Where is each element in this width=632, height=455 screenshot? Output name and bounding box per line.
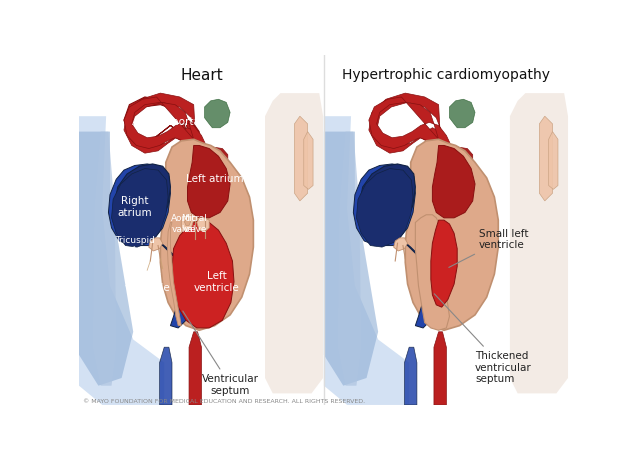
Polygon shape xyxy=(356,168,413,247)
Polygon shape xyxy=(160,347,172,405)
Polygon shape xyxy=(394,238,408,251)
Polygon shape xyxy=(369,97,452,162)
Polygon shape xyxy=(549,131,558,189)
Polygon shape xyxy=(112,168,168,247)
Polygon shape xyxy=(265,93,323,394)
Polygon shape xyxy=(431,220,457,307)
Polygon shape xyxy=(167,222,181,326)
Polygon shape xyxy=(185,218,191,226)
Text: Tricuspid
value: Tricuspid value xyxy=(115,236,155,255)
Polygon shape xyxy=(324,116,409,405)
Polygon shape xyxy=(109,164,186,328)
Text: Left atrium: Left atrium xyxy=(186,174,243,184)
Polygon shape xyxy=(510,93,568,394)
Polygon shape xyxy=(124,97,207,162)
Polygon shape xyxy=(124,93,203,162)
Text: Left
ventricle: Left ventricle xyxy=(194,271,240,293)
Polygon shape xyxy=(189,332,202,405)
Text: Aortic
valve: Aortic valve xyxy=(171,214,198,234)
Polygon shape xyxy=(338,131,361,386)
Text: Right
ventricle: Right ventricle xyxy=(125,271,170,293)
Text: Mitral
valve: Mitral valve xyxy=(181,214,207,234)
Text: Right
atrium: Right atrium xyxy=(118,196,152,218)
Polygon shape xyxy=(114,164,171,246)
Polygon shape xyxy=(79,116,164,405)
Text: © MAYO FOUNDATION FOR MEDICAL EDUCATION AND RESEARCH. ALL RIGHTS RESERVED.: © MAYO FOUNDATION FOR MEDICAL EDUCATION … xyxy=(83,399,365,404)
Polygon shape xyxy=(197,147,228,178)
Polygon shape xyxy=(434,332,446,405)
Polygon shape xyxy=(124,97,199,151)
Polygon shape xyxy=(172,220,234,328)
Text: Thickened
ventricular
septum: Thickened ventricular septum xyxy=(434,294,532,384)
Text: Arch of aorta: Arch of aorta xyxy=(132,117,200,127)
Polygon shape xyxy=(539,116,552,201)
Polygon shape xyxy=(181,215,193,232)
Polygon shape xyxy=(324,131,378,386)
Polygon shape xyxy=(181,182,207,308)
Polygon shape xyxy=(304,131,313,189)
Polygon shape xyxy=(405,139,498,330)
Polygon shape xyxy=(369,93,448,162)
Polygon shape xyxy=(415,215,449,330)
Text: Small left
ventricle: Small left ventricle xyxy=(449,228,528,268)
Polygon shape xyxy=(426,182,452,308)
Polygon shape xyxy=(197,218,209,232)
Polygon shape xyxy=(360,164,415,246)
Polygon shape xyxy=(442,147,473,178)
Polygon shape xyxy=(79,131,133,386)
Polygon shape xyxy=(93,131,116,386)
Polygon shape xyxy=(205,99,230,128)
Text: Heart: Heart xyxy=(180,68,223,83)
Polygon shape xyxy=(353,164,431,328)
Polygon shape xyxy=(449,99,475,128)
Text: Hypertrophic cardiomyopathy: Hypertrophic cardiomyopathy xyxy=(343,68,550,82)
Text: Ventricular
septum: Ventricular septum xyxy=(183,311,258,396)
Polygon shape xyxy=(149,238,162,251)
Polygon shape xyxy=(404,347,417,405)
Polygon shape xyxy=(432,146,475,218)
Polygon shape xyxy=(295,116,308,201)
Polygon shape xyxy=(161,139,253,330)
Polygon shape xyxy=(188,146,230,218)
